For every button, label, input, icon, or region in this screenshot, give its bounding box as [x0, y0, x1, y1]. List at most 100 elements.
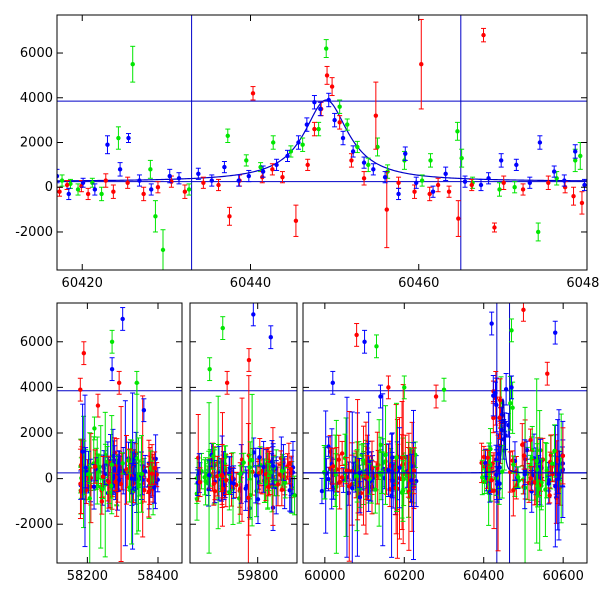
data-point [251, 450, 256, 455]
data-point [355, 144, 360, 150]
data-point [92, 187, 98, 192]
data-point [116, 471, 121, 476]
data-point [462, 179, 468, 184]
data-point [197, 470, 202, 476]
data-point [321, 470, 327, 475]
data-point [571, 193, 576, 199]
data-point [414, 180, 419, 185]
data-point [68, 181, 73, 187]
data-point [219, 472, 225, 478]
data-point [480, 475, 485, 480]
outlier-point [81, 350, 87, 356]
data-point [91, 484, 97, 490]
data-point [456, 216, 461, 221]
data-point [305, 162, 310, 168]
data-point [419, 178, 425, 183]
data-point [455, 129, 460, 134]
data-point [494, 482, 500, 487]
data-point [412, 189, 417, 194]
data-point [383, 452, 388, 458]
data-point [238, 471, 243, 477]
outlier-point [509, 328, 514, 333]
data-point [373, 113, 379, 118]
outlier-point [362, 339, 367, 344]
data-point [510, 458, 515, 463]
data-point [469, 182, 474, 188]
data-point [357, 495, 363, 500]
data-point [318, 106, 323, 112]
x-tick-label: 60440 [230, 276, 271, 291]
y-tick-label: 6000 [20, 335, 53, 350]
data-point [556, 476, 561, 481]
outlier-point [120, 316, 125, 322]
data-point [153, 214, 158, 219]
data-point [116, 135, 121, 141]
y-tick-label: 0 [45, 472, 53, 487]
outlier-point [402, 385, 407, 390]
x-tick-label: 60400 [463, 569, 504, 584]
data-point [271, 140, 276, 145]
data-point [551, 169, 557, 174]
data-point [491, 488, 497, 493]
data-point [186, 187, 192, 192]
data-point [482, 479, 487, 484]
data-point [486, 176, 491, 181]
data-point [237, 496, 242, 501]
data-point [443, 171, 448, 177]
data-point [95, 459, 100, 464]
data-point [506, 422, 511, 428]
data-point [373, 473, 379, 479]
data-point [152, 465, 157, 471]
data-point [497, 415, 502, 421]
outlier-point [386, 385, 391, 390]
y-tick-label: 4000 [20, 380, 53, 395]
model-curve [57, 99, 587, 182]
data-point [105, 142, 110, 147]
data-point [243, 486, 248, 491]
data-point [109, 462, 114, 467]
data-point [87, 496, 92, 501]
data-point [211, 481, 217, 487]
data-point [258, 462, 263, 468]
data-point [361, 160, 367, 165]
data-point [503, 387, 509, 392]
data-point [99, 191, 104, 197]
data-point [492, 225, 497, 230]
data-point [350, 485, 355, 491]
data-point [201, 180, 206, 185]
y-tick-label: 2000 [20, 426, 53, 441]
data-point [316, 126, 321, 132]
data-point [478, 182, 484, 188]
data-point [75, 187, 81, 192]
outlier-point [116, 380, 122, 386]
data-point [92, 464, 98, 469]
data-point [550, 461, 555, 466]
data-point [270, 463, 276, 469]
data-point [339, 475, 345, 480]
data-point [435, 182, 441, 188]
data-point [337, 104, 342, 109]
outlier-point [489, 321, 494, 326]
data-point [130, 62, 135, 67]
data-point [340, 135, 346, 141]
data-point [293, 218, 299, 223]
data-point [197, 480, 203, 485]
data-point [253, 473, 258, 478]
data-point [64, 182, 70, 188]
outlier-point [134, 380, 140, 386]
data-point [268, 470, 274, 475]
data-point [126, 135, 131, 141]
data-point [528, 476, 534, 481]
data-point [83, 465, 88, 470]
data-point [535, 483, 540, 488]
data-point [85, 191, 91, 197]
data-point [324, 73, 330, 78]
data-point [366, 162, 371, 168]
data-point [527, 180, 532, 185]
outlier-point [246, 357, 252, 363]
data-point [556, 472, 562, 478]
bottom-frame [56, 302, 183, 564]
data-point [80, 449, 85, 454]
data-point [430, 189, 436, 194]
data-point [149, 187, 154, 192]
